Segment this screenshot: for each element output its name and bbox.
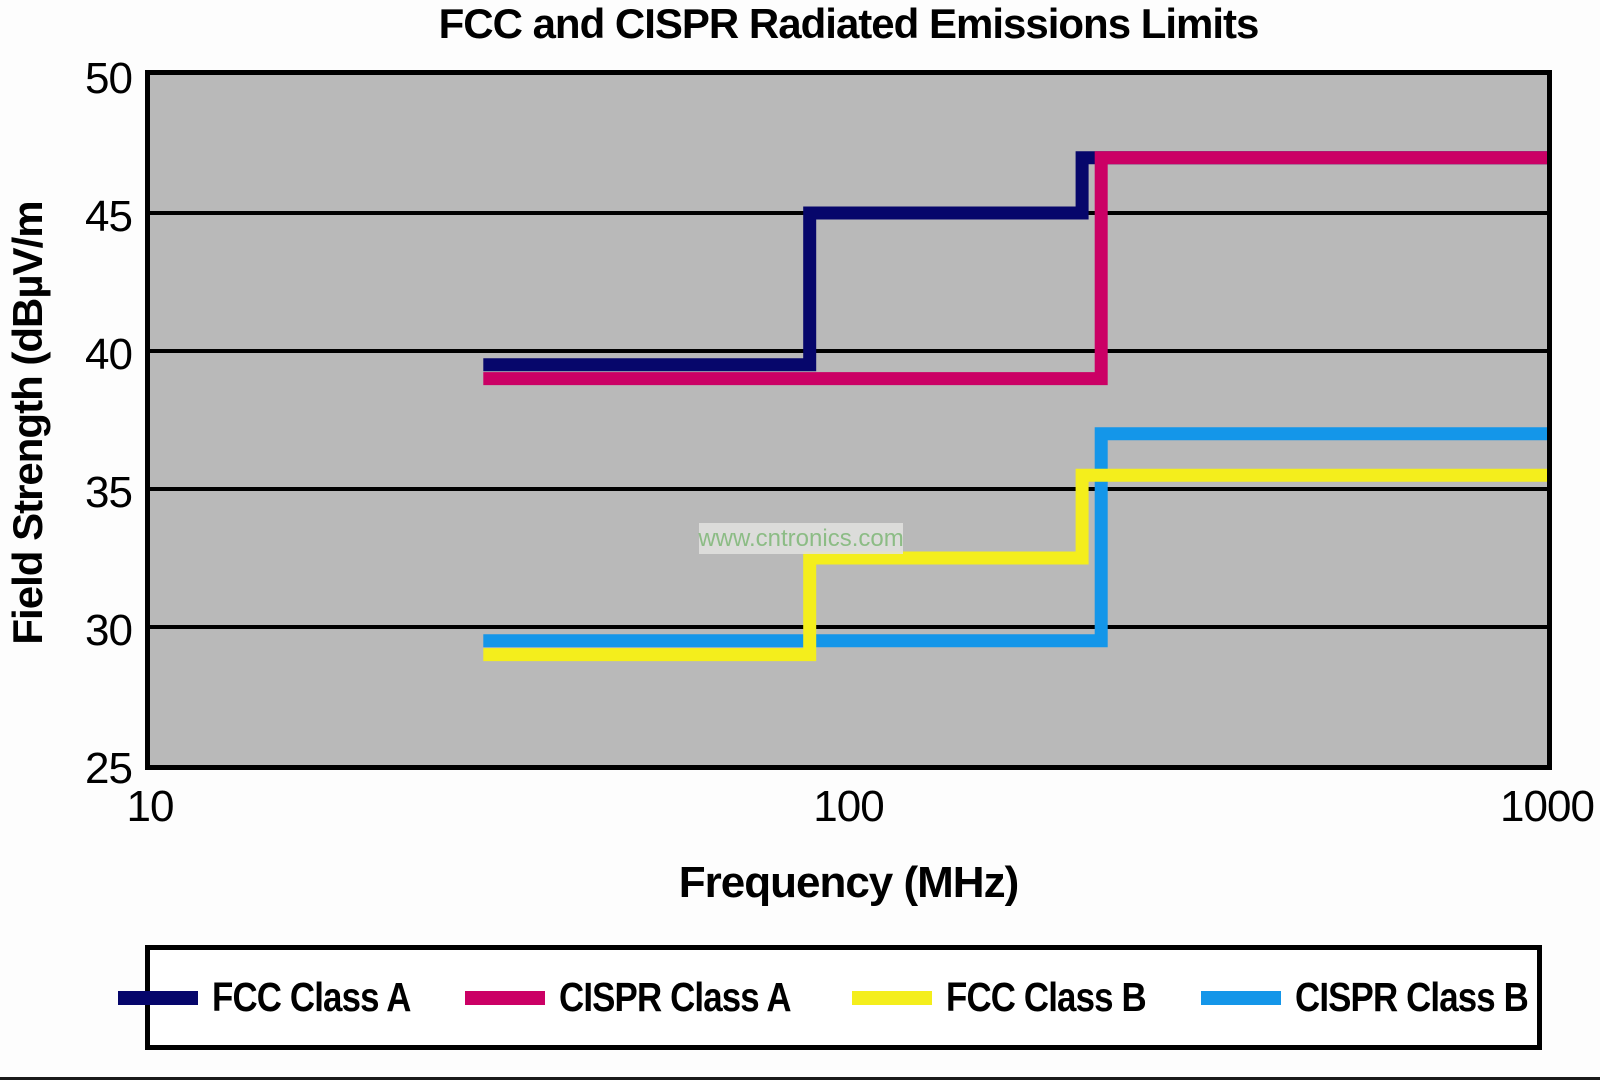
legend-label-cispr-class-b: CISPR Class B [1295, 974, 1529, 1020]
legend-row: FCC Class A CISPR Class A FCC Class B CISPR… [117, 974, 1569, 1021]
y-tick-label-45: 45 [85, 192, 133, 241]
y-tick-label-50: 50 [85, 54, 133, 103]
legend-label-cispr-class-a: CISPR Class A [559, 974, 792, 1020]
legend-swatch-fcc-class-a [117, 990, 198, 1005]
x-tick-label-1000: 1000 [1500, 782, 1595, 831]
y-tick-label-35: 35 [85, 468, 133, 517]
legend-item-fcc-class-a: FCC Class A [117, 974, 446, 1021]
legend-swatch-cispr-class-b [1201, 990, 1282, 1005]
legend-item-cispr-class-a: CISPR Class A [465, 974, 832, 1021]
legend: FCC Class A CISPR Class A FCC Class B CISPR… [117, 945, 1542, 1050]
chart-title: FCC and CISPR Radiated Emissions Limits [438, 0, 1260, 47]
series-line-fcc-class-b [483, 468, 1547, 662]
series-line-cispr-class-a [483, 151, 1547, 386]
legend-label-fcc-class-a: FCC Class A [211, 974, 411, 1020]
legend-swatch-cispr-class-a [465, 990, 546, 1005]
legend-label-fcc-class-b: FCC Class B [945, 974, 1147, 1020]
series-line-fcc-class-a [483, 151, 1547, 372]
plot-canvas [150, 151, 1547, 662]
page-bottom-border [0, 1077, 1600, 1080]
x-tick-label-10: 10 [126, 782, 175, 831]
series-line-cispr-class-b [483, 427, 1547, 648]
y-tick-label-25: 25 [85, 744, 133, 793]
y-tick-label-30: 30 [85, 606, 133, 655]
plot-area [145, 70, 1552, 770]
watermark: www.cntronics.com [698, 523, 904, 554]
legend-item-cispr-class-b: CISPR Class B [1201, 974, 1569, 1021]
x-tick-label-100: 100 [813, 782, 884, 831]
y-tick-label-40: 40 [85, 330, 133, 379]
legend-swatch-fcc-class-b [851, 990, 932, 1005]
legend-item-fcc-class-b: FCC Class B [851, 974, 1181, 1021]
x-axis-title: Frequency (MHz) [678, 858, 1019, 907]
